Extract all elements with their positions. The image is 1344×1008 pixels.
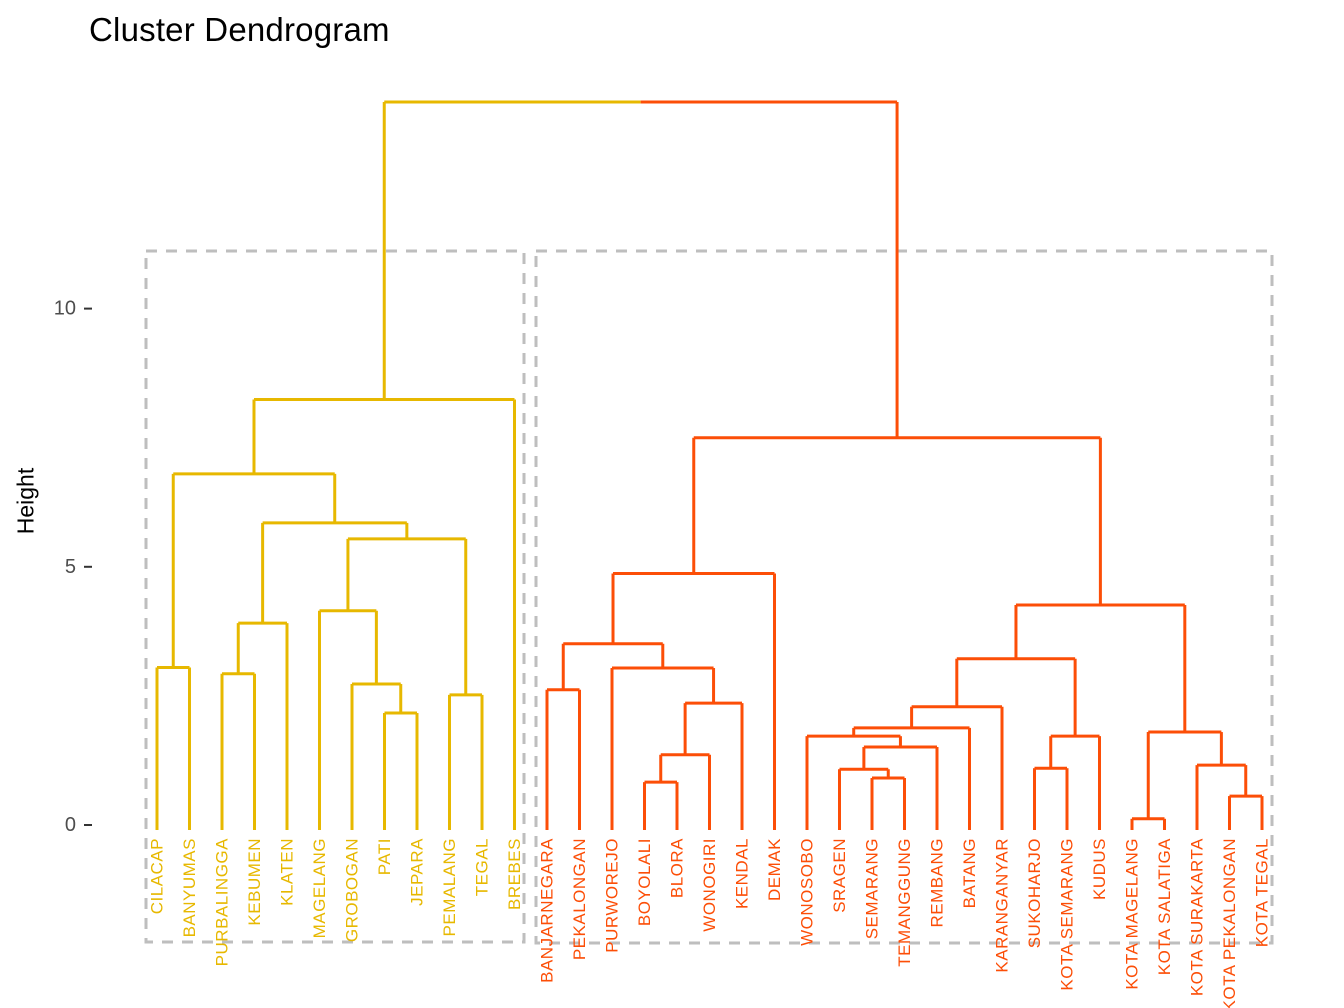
y-axis-tick-label: 0: [65, 814, 76, 836]
leaf-label: KENDAL: [733, 838, 752, 909]
leaf-label: PURWOREJO: [603, 838, 622, 953]
leaf-label: JEPARA: [408, 838, 427, 906]
leaf-label: KOTA MAGELANG: [1123, 838, 1142, 990]
leaf-label: MAGELANG: [310, 838, 329, 938]
leaf-label: PATI: [375, 838, 394, 875]
y-axis-tick-label: 10: [54, 298, 76, 320]
leaf-label: KEBUMEN: [245, 838, 264, 926]
leaf-label: TEGAL: [473, 838, 492, 896]
cluster-box: [144, 249, 526, 944]
leaf-label: KOTA TEGAL: [1253, 838, 1272, 947]
y-axis-tick-label: 5: [65, 556, 76, 578]
leaf-label: KARANGANYAR: [993, 838, 1012, 973]
leaf-label: BANJARNEGARA: [538, 838, 557, 983]
leaf-label: BREBES: [505, 838, 524, 910]
leaf-label: GROBOGAN: [343, 838, 362, 942]
leaf-label: DEMAK: [765, 838, 784, 901]
leaf-label: TEMANGGUNG: [895, 838, 914, 967]
leaf-label: PEMALANG: [440, 838, 459, 936]
leaf-label: CILACAP: [148, 838, 167, 914]
leaf-label: PEKALONGAN: [570, 838, 589, 960]
leaf-label: SUKOHARJO: [1025, 838, 1044, 948]
leaf-label: KOTA PEKALONGAN: [1220, 838, 1239, 1008]
leaf-label: BOYOLALI: [635, 838, 654, 926]
leaf-label: KOTA SURAKARTA: [1188, 838, 1207, 996]
leaf-label: KUDUS: [1090, 838, 1109, 900]
chart-title: Cluster Dendrogram: [89, 11, 390, 48]
leaf-label: PURBALINGGA: [213, 838, 232, 966]
cluster-box: [534, 249, 1274, 945]
leaf-label: BLORA: [668, 838, 687, 898]
leaf-label: SEMARANG: [863, 838, 882, 939]
leaf-label: WONOSOBO: [798, 838, 817, 946]
leaf-label: KOTA SALATIGA: [1155, 838, 1174, 975]
leaf-label: SRAGEN: [830, 838, 849, 913]
leaf-label: REMBANG: [928, 838, 947, 927]
leaf-label: WONOGIRI: [700, 838, 719, 932]
leaf-label: BATANG: [960, 838, 979, 908]
leaf-label: KOTA SEMARANG: [1058, 838, 1077, 991]
leaf-label: KLATEN: [278, 838, 297, 906]
leaf-label: BANYUMAS: [180, 838, 199, 937]
